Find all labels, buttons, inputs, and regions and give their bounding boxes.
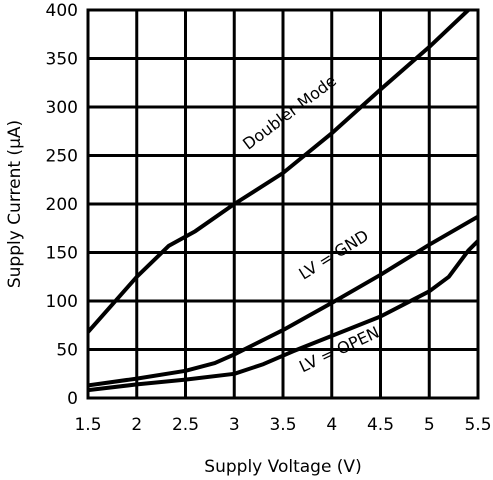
y-axis-title: Supply Current (μA) [5,120,25,288]
x-tick-label: 4.5 [367,415,394,435]
y-tick-label: 300 [46,98,78,118]
x-tick-label: 2 [131,415,142,435]
x-axis-title: Supply Voltage (V) [204,457,361,477]
y-tick-label: 200 [46,195,78,215]
x-axis-ticks: 1.5 2 2.5 3 3.5 4 4.5 5 5.5 [74,415,491,435]
series-line-2 [88,214,478,388]
x-tick-label: 3.5 [269,415,296,435]
series-line-1 [88,10,471,334]
y-tick-label: 400 [46,1,78,21]
x-tick-label: 4 [326,415,337,435]
plot-frame [86,8,480,400]
y-tick-label: 150 [46,244,78,264]
y-axis-ticks: 0 50 100 150 200 250 300 350 400 [46,1,78,409]
x-tick-label: 1.5 [74,415,101,435]
series-label: LV = GND [295,226,372,284]
y-tick-label: 0 [67,389,78,409]
series-line-3 [88,238,478,393]
x-tick-label: 5 [424,415,435,435]
x-tick-label: 2.5 [172,415,199,435]
y-tick-label: 100 [46,292,78,312]
y-tick-label: 250 [46,147,78,167]
y-tick-label: 50 [56,341,78,361]
series-group [88,10,478,393]
grid [88,10,478,398]
y-tick-label: 350 [46,50,78,70]
x-tick-label: 5.5 [464,415,491,435]
x-tick-label: 3 [229,415,240,435]
